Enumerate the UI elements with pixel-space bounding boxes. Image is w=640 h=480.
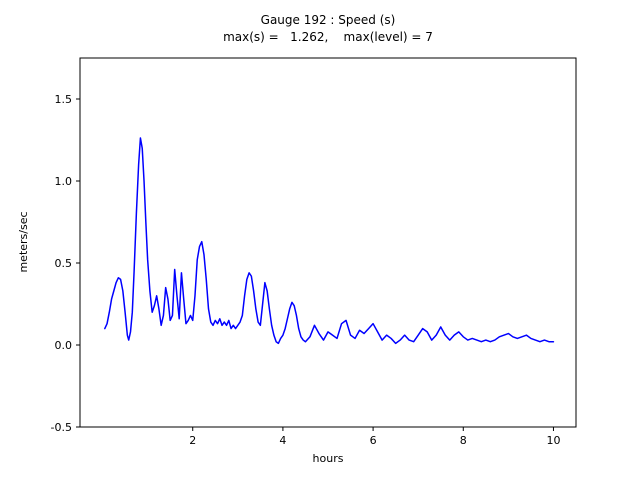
x-axis-ticks: 2 4 6 8 10 [189, 427, 560, 447]
y-tick-label: 1.0 [55, 175, 73, 188]
x-tick-label: 4 [279, 434, 286, 447]
axes-frame [79, 57, 577, 428]
chart-title: Gauge 192 : Speed (s) [260, 13, 396, 27]
chart-title-block: Gauge 192 : Speed (s) max(s) = 1.262, ma… [80, 12, 576, 46]
chart-subtitle: max(s) = 1.262, max(level) = 7 [223, 30, 433, 44]
y-tick-label: 1.5 [55, 93, 73, 106]
x-tick-label: 10 [546, 434, 560, 447]
x-axis-label: hours [312, 452, 344, 465]
x-tick-label: 6 [370, 434, 377, 447]
x-tick-label: 8 [460, 434, 467, 447]
speed-line [104, 137, 555, 345]
y-tick-label: 0.5 [55, 257, 73, 270]
y-axis-ticks: -0.5 0.0 0.5 1.0 1.5 [51, 93, 80, 434]
x-tick-label: 2 [189, 434, 196, 447]
y-tick-label: 0.0 [55, 339, 73, 352]
y-tick-label: -0.5 [51, 421, 72, 434]
